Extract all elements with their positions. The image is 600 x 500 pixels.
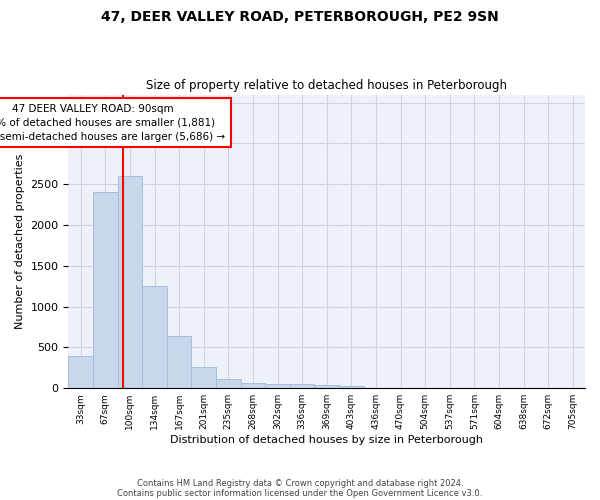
Bar: [167, 336, 191, 388]
Bar: [142, 286, 167, 388]
Bar: [339, 386, 364, 388]
Text: 47, DEER VALLEY ROAD, PETERBOROUGH, PE2 9SN: 47, DEER VALLEY ROAD, PETERBOROUGH, PE2 …: [101, 10, 499, 24]
Text: Contains public sector information licensed under the Open Government Licence v3: Contains public sector information licen…: [118, 488, 482, 498]
Bar: [216, 379, 241, 388]
Bar: [118, 176, 142, 388]
X-axis label: Distribution of detached houses by size in Peterborough: Distribution of detached houses by size …: [170, 435, 483, 445]
Text: Contains HM Land Registry data © Crown copyright and database right 2024.: Contains HM Land Registry data © Crown c…: [137, 478, 463, 488]
Title: Size of property relative to detached houses in Peterborough: Size of property relative to detached ho…: [146, 79, 507, 92]
Y-axis label: Number of detached properties: Number of detached properties: [15, 154, 25, 329]
Bar: [93, 192, 118, 388]
Bar: [290, 384, 314, 388]
Bar: [68, 356, 93, 388]
Bar: [314, 385, 339, 388]
Bar: [265, 384, 290, 388]
Bar: [191, 367, 216, 388]
Text: 47 DEER VALLEY ROAD: 90sqm
← 25% of detached houses are smaller (1,881)
74% of s: 47 DEER VALLEY ROAD: 90sqm ← 25% of deta…: [0, 104, 226, 142]
Bar: [241, 384, 265, 388]
